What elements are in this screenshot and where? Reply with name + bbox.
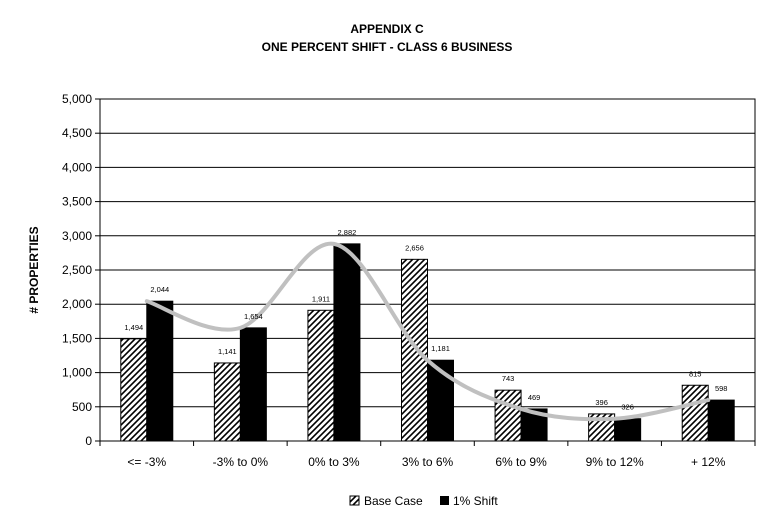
legend-swatch-1pct-shift	[440, 496, 449, 505]
y-tick-label: 2,500	[62, 263, 92, 277]
bars	[120, 243, 735, 442]
data-label-base-case: 396	[595, 398, 608, 407]
x-tick-label: 0% to 3%	[308, 455, 360, 469]
x-tick-label: + 12%	[691, 455, 726, 469]
x-tick-label: -3% to 0%	[213, 455, 269, 469]
trend-line	[144, 241, 711, 422]
bar-base-case	[401, 258, 428, 442]
data-label-base-case: 815	[689, 369, 702, 378]
legend-swatch-base-case	[349, 495, 360, 506]
data-label-base-case: 1,494	[124, 323, 143, 332]
y-tick-label: 3,500	[62, 195, 92, 209]
axes: 0 500 1,000 1,500 2,000 2,500 3,000 3,500 4,000 4…	[62, 92, 756, 469]
bar-base-case	[681, 384, 709, 442]
y-axis-label: # PROPERTIES	[27, 226, 41, 313]
data-label-1pct-shift: 1,181	[431, 344, 450, 353]
legend: Base Case 1% Shift	[349, 494, 498, 508]
bar-1pct-shift	[614, 418, 642, 442]
data-label-1pct-shift: 2,044	[150, 285, 169, 294]
chart-title: APPENDIX C	[350, 22, 424, 36]
bar-1pct-shift	[333, 243, 361, 442]
bar-1pct-shift	[427, 359, 454, 442]
bar-1pct-shift	[239, 327, 267, 442]
data-label-1pct-shift: 598	[715, 384, 728, 393]
legend-label-1pct-shift: 1% Shift	[453, 494, 498, 508]
trend-line-path	[144, 241, 711, 422]
y-tick-label: 4,500	[62, 126, 92, 140]
data-label-base-case: 743	[502, 374, 515, 383]
data-label-1pct-shift: 2,882	[338, 228, 357, 237]
y-tick-label: 5,000	[62, 92, 92, 106]
bar-base-case	[494, 389, 522, 442]
x-tick-label: <= -3%	[127, 455, 166, 469]
data-label-1pct-shift: 469	[528, 393, 541, 402]
bar-base-case	[213, 362, 241, 442]
y-tick-label: 3,000	[62, 229, 92, 243]
x-tick-label: 3% to 6%	[402, 455, 454, 469]
data-label-base-case: 1,141	[218, 347, 237, 356]
bar-base-case	[307, 309, 335, 442]
y-tick-label: 1,000	[62, 366, 92, 380]
y-tick-label: 4,000	[62, 160, 92, 174]
data-labels: 1,494 2,044 1,141 1,654 1,911 2,882 2,656 1,181…	[124, 228, 727, 412]
bar-1pct-shift	[707, 399, 735, 442]
legend-label-base-case: Base Case	[364, 494, 423, 508]
y-tick-label: 0	[85, 434, 92, 448]
bar-base-case	[120, 338, 148, 442]
x-tick-label: 6% to 9%	[495, 455, 547, 469]
bar-1pct-shift	[146, 300, 174, 442]
data-label-base-case: 1,911	[312, 294, 330, 303]
y-tick-label: 1,500	[62, 331, 92, 345]
x-tick-label: 9% to 12%	[586, 455, 644, 469]
y-tick-label: 500	[72, 400, 92, 414]
y-tick-label: 2,000	[62, 297, 92, 311]
data-label-1pct-shift: 1,654	[244, 312, 263, 321]
data-label-base-case: 2,656	[405, 243, 424, 252]
plot-area-border	[99, 98, 756, 442]
data-label-1pct-shift: 326	[621, 403, 634, 412]
chart-subtitle: ONE PERCENT SHIFT - CLASS 6 BUSINESS	[262, 40, 513, 54]
